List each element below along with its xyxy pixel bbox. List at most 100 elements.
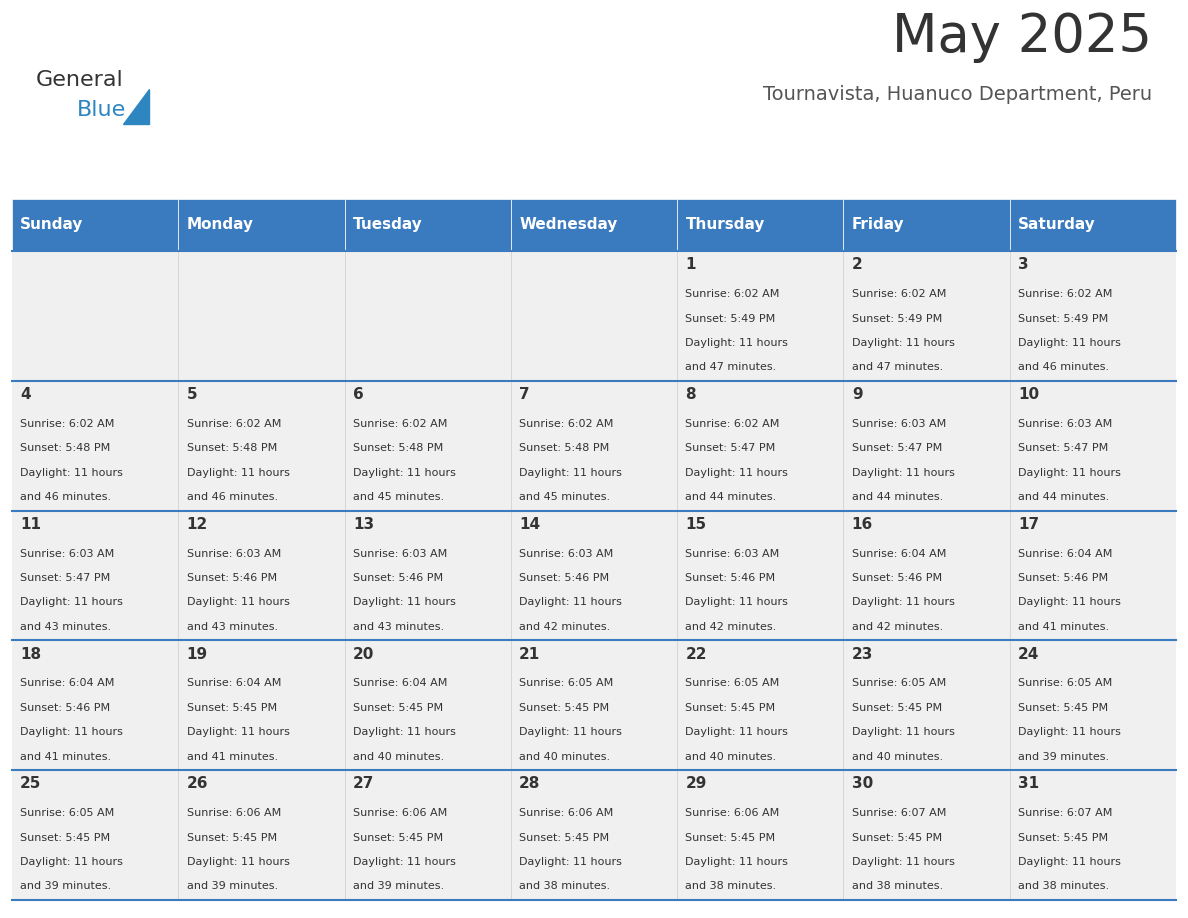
Text: and 39 minutes.: and 39 minutes. — [20, 881, 112, 891]
Text: Sunset: 5:47 PM: Sunset: 5:47 PM — [20, 573, 110, 583]
Text: 6: 6 — [353, 387, 364, 402]
Text: and 38 minutes.: and 38 minutes. — [519, 881, 611, 891]
Text: 24: 24 — [1018, 646, 1040, 662]
Bar — [345, 198, 511, 252]
Text: Sunset: 5:49 PM: Sunset: 5:49 PM — [685, 314, 776, 323]
Bar — [1010, 641, 1176, 770]
Text: Sunset: 5:45 PM: Sunset: 5:45 PM — [685, 703, 776, 712]
Text: and 39 minutes.: and 39 minutes. — [353, 881, 444, 891]
Text: 30: 30 — [852, 777, 873, 791]
Text: and 43 minutes.: and 43 minutes. — [187, 621, 278, 632]
Text: Sunset: 5:45 PM: Sunset: 5:45 PM — [685, 833, 776, 843]
Bar — [677, 252, 843, 381]
Text: and 41 minutes.: and 41 minutes. — [20, 752, 112, 762]
Text: Sunset: 5:45 PM: Sunset: 5:45 PM — [20, 833, 110, 843]
Text: Sunrise: 6:05 AM: Sunrise: 6:05 AM — [852, 678, 946, 688]
Text: Sunset: 5:46 PM: Sunset: 5:46 PM — [1018, 573, 1108, 583]
Bar — [12, 510, 178, 641]
Bar — [345, 641, 511, 770]
Text: Sunrise: 6:03 AM: Sunrise: 6:03 AM — [20, 549, 114, 559]
Text: Sunrise: 6:03 AM: Sunrise: 6:03 AM — [519, 549, 613, 559]
Text: Sunset: 5:45 PM: Sunset: 5:45 PM — [852, 703, 942, 712]
Text: Sunrise: 6:04 AM: Sunrise: 6:04 AM — [1018, 549, 1112, 559]
Bar — [511, 198, 677, 252]
Text: 5: 5 — [187, 387, 197, 402]
Text: and 39 minutes.: and 39 minutes. — [187, 881, 278, 891]
Text: Daylight: 11 hours: Daylight: 11 hours — [20, 727, 124, 737]
Text: 22: 22 — [685, 646, 707, 662]
Text: Daylight: 11 hours: Daylight: 11 hours — [20, 857, 124, 867]
Text: Daylight: 11 hours: Daylight: 11 hours — [1018, 727, 1121, 737]
Bar — [511, 252, 677, 381]
Bar — [1010, 770, 1176, 900]
Text: 15: 15 — [685, 517, 707, 532]
Polygon shape — [124, 89, 150, 124]
Text: and 44 minutes.: and 44 minutes. — [852, 492, 943, 502]
Text: Sunrise: 6:02 AM: Sunrise: 6:02 AM — [353, 419, 447, 429]
Bar — [178, 770, 345, 900]
Text: and 44 minutes.: and 44 minutes. — [685, 492, 777, 502]
Text: 10: 10 — [1018, 387, 1040, 402]
Text: Daylight: 11 hours: Daylight: 11 hours — [852, 598, 955, 608]
Text: Sunrise: 6:06 AM: Sunrise: 6:06 AM — [187, 808, 280, 818]
Text: 17: 17 — [1018, 517, 1040, 532]
Text: and 46 minutes.: and 46 minutes. — [1018, 363, 1110, 373]
Text: Daylight: 11 hours: Daylight: 11 hours — [1018, 338, 1121, 348]
Bar — [843, 198, 1010, 252]
Text: and 43 minutes.: and 43 minutes. — [353, 621, 444, 632]
Bar — [511, 510, 677, 641]
Text: Sunrise: 6:06 AM: Sunrise: 6:06 AM — [519, 808, 613, 818]
Text: Daylight: 11 hours: Daylight: 11 hours — [685, 857, 789, 867]
Text: 1: 1 — [685, 257, 696, 273]
Text: Daylight: 11 hours: Daylight: 11 hours — [353, 857, 456, 867]
Text: and 47 minutes.: and 47 minutes. — [685, 363, 777, 373]
Text: Daylight: 11 hours: Daylight: 11 hours — [353, 727, 456, 737]
Text: and 42 minutes.: and 42 minutes. — [852, 621, 943, 632]
Text: Wednesday: Wednesday — [519, 218, 618, 232]
Text: Daylight: 11 hours: Daylight: 11 hours — [852, 468, 955, 477]
Text: 12: 12 — [187, 517, 208, 532]
Bar — [1010, 252, 1176, 381]
Text: and 38 minutes.: and 38 minutes. — [852, 881, 943, 891]
Text: Daylight: 11 hours: Daylight: 11 hours — [187, 857, 290, 867]
Bar — [345, 252, 511, 381]
Bar — [178, 381, 345, 510]
Text: Sunset: 5:45 PM: Sunset: 5:45 PM — [353, 703, 443, 712]
Text: 29: 29 — [685, 777, 707, 791]
Text: and 42 minutes.: and 42 minutes. — [519, 621, 611, 632]
Text: Daylight: 11 hours: Daylight: 11 hours — [519, 468, 623, 477]
Text: and 43 minutes.: and 43 minutes. — [20, 621, 112, 632]
Text: 16: 16 — [852, 517, 873, 532]
Text: Sunrise: 6:04 AM: Sunrise: 6:04 AM — [20, 678, 114, 688]
Text: Sunrise: 6:02 AM: Sunrise: 6:02 AM — [685, 289, 779, 299]
Text: Daylight: 11 hours: Daylight: 11 hours — [852, 338, 955, 348]
Text: and 40 minutes.: and 40 minutes. — [685, 752, 777, 762]
Text: Sunset: 5:46 PM: Sunset: 5:46 PM — [20, 703, 110, 712]
Text: Sunset: 5:46 PM: Sunset: 5:46 PM — [852, 573, 942, 583]
Bar — [12, 198, 178, 252]
Text: Sunrise: 6:02 AM: Sunrise: 6:02 AM — [852, 289, 946, 299]
Text: Daylight: 11 hours: Daylight: 11 hours — [685, 338, 789, 348]
Text: 26: 26 — [187, 777, 208, 791]
Text: May 2025: May 2025 — [892, 11, 1152, 63]
Bar — [843, 510, 1010, 641]
Text: Sunrise: 6:05 AM: Sunrise: 6:05 AM — [1018, 678, 1112, 688]
Text: 4: 4 — [20, 387, 31, 402]
Text: and 39 minutes.: and 39 minutes. — [1018, 752, 1110, 762]
Text: Sunset: 5:49 PM: Sunset: 5:49 PM — [852, 314, 942, 323]
Text: Daylight: 11 hours: Daylight: 11 hours — [1018, 857, 1121, 867]
Text: Saturday: Saturday — [1018, 218, 1095, 232]
Text: Daylight: 11 hours: Daylight: 11 hours — [852, 727, 955, 737]
Bar — [345, 510, 511, 641]
Bar — [178, 252, 345, 381]
Bar — [677, 381, 843, 510]
Text: Tournavista, Huanuco Department, Peru: Tournavista, Huanuco Department, Peru — [763, 84, 1152, 104]
Text: Sunset: 5:49 PM: Sunset: 5:49 PM — [1018, 314, 1108, 323]
Bar — [12, 641, 178, 770]
Bar — [843, 381, 1010, 510]
Bar — [843, 770, 1010, 900]
Text: Daylight: 11 hours: Daylight: 11 hours — [685, 727, 789, 737]
Text: Daylight: 11 hours: Daylight: 11 hours — [20, 598, 124, 608]
Text: Sunset: 5:45 PM: Sunset: 5:45 PM — [187, 833, 277, 843]
Text: and 38 minutes.: and 38 minutes. — [1018, 881, 1110, 891]
